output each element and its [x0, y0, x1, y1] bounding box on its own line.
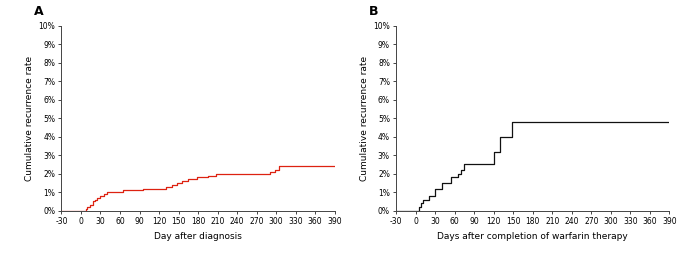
Text: A: A: [34, 5, 44, 18]
Y-axis label: Cumulative recurrence rate: Cumulative recurrence rate: [360, 56, 369, 181]
Y-axis label: Cumulative recurrence rate: Cumulative recurrence rate: [25, 56, 34, 181]
X-axis label: Day after diagnosis: Day after diagnosis: [154, 232, 242, 241]
Text: B: B: [369, 5, 378, 18]
X-axis label: Days after completion of warfarin therapy: Days after completion of warfarin therap…: [437, 232, 628, 241]
